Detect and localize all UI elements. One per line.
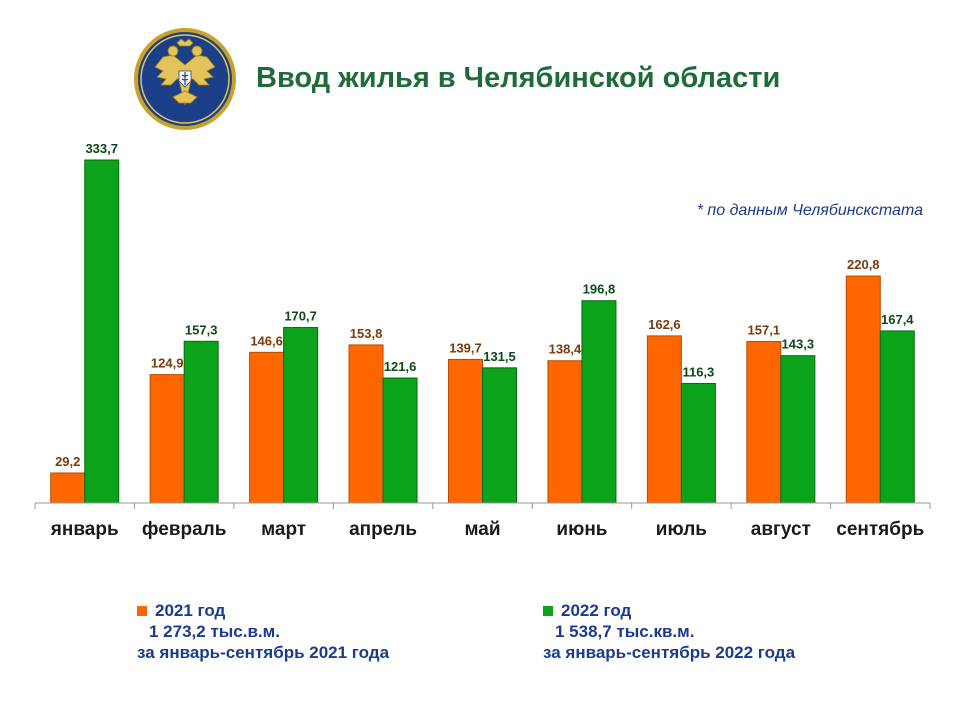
bar-2022-7	[680, 382, 716, 504]
value-label-2021-4: 153,8	[350, 326, 383, 341]
bar-2021-9	[845, 275, 881, 504]
bar-2021-4	[348, 344, 384, 504]
page-title: Ввод жилья в Челябинской области	[256, 62, 781, 94]
value-label-2022-1: 333,7	[85, 141, 118, 156]
bar-2022-3	[283, 327, 319, 504]
value-label-2022-9: 167,4	[881, 312, 914, 327]
category-label-7: июль	[656, 519, 707, 540]
category-label-3: март	[261, 519, 306, 540]
bar-2022-9	[879, 330, 915, 504]
value-label-2021-2: 124,9	[151, 356, 184, 371]
value-label-2021-1: 29,2	[55, 454, 80, 469]
bar-2021-1	[50, 472, 86, 504]
bar-2022-8	[780, 355, 816, 504]
bars-group	[50, 159, 915, 504]
category-label-5: май	[464, 519, 500, 540]
value-label-2022-7: 116,3	[682, 364, 714, 379]
legend-swatch-2021	[137, 605, 147, 616]
category-label-6: июнь	[556, 519, 607, 540]
legend-series-2022: 2022 год	[561, 601, 632, 620]
source-note: * по данным Челябинскстата	[696, 202, 923, 219]
bar-2022-6	[581, 300, 617, 504]
value-label-2022-4: 121,6	[384, 359, 417, 374]
value-label-2021-6: 138,4	[549, 342, 582, 357]
bar-2021-2	[149, 374, 185, 504]
value-label-2022-5: 131,5	[483, 349, 516, 364]
legend-2022: 2022 год 1 538,7 тыс.кв.м. за январь-сен…	[543, 600, 795, 663]
bar-2022-5	[482, 367, 517, 504]
category-label-1: январь	[50, 519, 119, 540]
legend-2021: 2021 год 1 273,2 тыс.в.м. за январь-сент…	[137, 600, 389, 663]
legend-total-2021: 1 273,2 тыс.в.м.	[149, 622, 280, 641]
value-label-2021-9: 220,8	[847, 257, 880, 272]
value-label-2022-8: 143,3	[782, 337, 815, 352]
value-label-2022-2: 157,3	[185, 322, 218, 337]
value-label-2022-6: 196,8	[583, 282, 616, 297]
legend-period-2022: за январь-сентябрь 2022 года	[543, 643, 796, 662]
value-label-2021-3: 146,6	[250, 333, 283, 348]
bar-2022-4	[382, 377, 418, 504]
category-label-9: сентябрь	[836, 519, 924, 540]
bar-2021-3	[249, 351, 285, 504]
bar-2021-8	[746, 341, 782, 504]
legend-swatch-2022	[543, 605, 553, 616]
value-label-2021-8: 157,1	[748, 323, 781, 338]
legend-series-2021: 2021 год	[155, 601, 226, 620]
value-label-2021-7: 162,6	[648, 317, 681, 332]
emblem-logo	[134, 28, 236, 130]
bar-2022-1	[84, 159, 120, 504]
category-label-4: апрель	[349, 519, 417, 540]
category-label-2: февраль	[142, 519, 227, 540]
category-label-8: август	[751, 519, 811, 540]
value-label-2022-3: 170,7	[284, 309, 317, 324]
bar-2022-2	[183, 340, 219, 504]
bar-2021-6	[547, 360, 583, 504]
legend-total-2022: 1 538,7 тыс.кв.м.	[555, 622, 695, 641]
bar-2021-7	[646, 335, 682, 504]
category-labels-group: январь февраль март апрель май июнь июль август…	[50, 519, 925, 540]
x-axis	[34, 502, 931, 509]
legend-period-2021: за январь-сентябрь 2021 года	[137, 643, 390, 662]
value-label-2021-5: 139,7	[449, 340, 482, 355]
bar-2021-5	[448, 358, 483, 504]
